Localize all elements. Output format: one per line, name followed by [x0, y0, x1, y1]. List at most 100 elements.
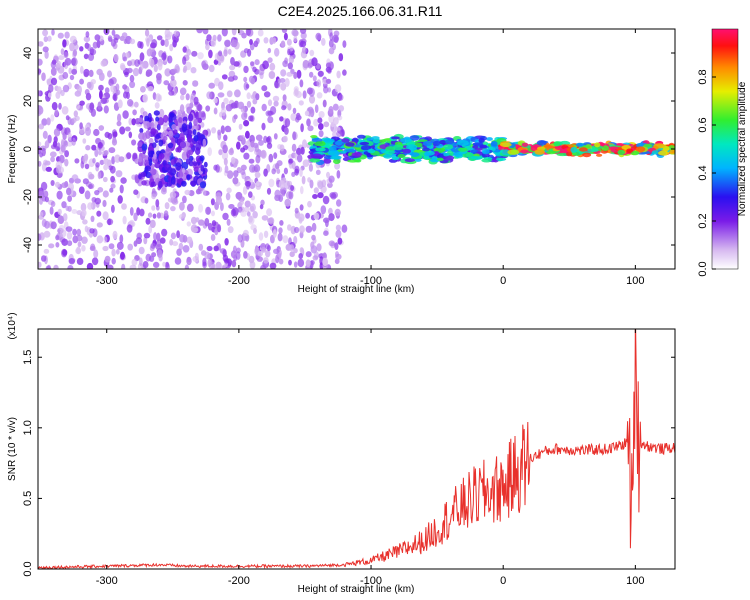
spectrogram-cell — [55, 242, 60, 248]
spectrogram-cell — [64, 31, 70, 39]
colorbar-gradient — [711, 28, 739, 270]
spectrogram-cell — [436, 157, 444, 161]
y-tick-label: 0 — [22, 146, 34, 152]
spectrogram-cell — [75, 234, 83, 242]
spectrogram-cell — [211, 127, 217, 134]
spectrogram-cell — [215, 261, 222, 269]
spectrogram-cell — [220, 125, 225, 134]
spectrogram-cell — [151, 252, 157, 258]
spectrogram-cell — [254, 171, 261, 178]
spectrogram-cell — [247, 48, 252, 57]
spectrogram-cell — [211, 210, 215, 217]
spectrogram-cell — [120, 177, 127, 184]
spectrogram-cell — [143, 236, 148, 245]
spectrogram-cell — [406, 144, 418, 150]
spectrogram-cell — [323, 121, 330, 128]
spectrogram-cell — [261, 122, 266, 131]
spectrogram-cell — [103, 150, 109, 156]
spectrogram-cell — [64, 158, 69, 167]
spectrogram-cell — [534, 149, 545, 155]
spectrogram-cell — [102, 211, 109, 221]
spectrogram-cell — [307, 62, 313, 69]
spectrogram-cell — [158, 254, 163, 262]
spectrogram-cell — [112, 94, 117, 101]
spectrogram-cell — [44, 160, 51, 166]
spectrogram-cell — [193, 96, 199, 105]
spectrogram-cell — [140, 61, 145, 71]
spectrogram-cell — [323, 155, 333, 160]
spectrogram-cell — [277, 78, 282, 84]
spectrogram-cell — [98, 125, 105, 131]
spectrogram-cell — [596, 153, 603, 157]
spectrogram-cell — [249, 203, 256, 212]
spectrogram-cell — [98, 70, 103, 77]
spectrogram-cell — [267, 116, 274, 124]
spectrogram-cell — [263, 37, 269, 44]
spectrogram-cell — [309, 71, 314, 78]
spectrogram-cell — [299, 204, 304, 211]
spectrogram-cell — [292, 131, 297, 141]
spectrogram-cell — [133, 189, 139, 195]
spectrogram-cell — [69, 74, 75, 81]
snr-background — [38, 329, 675, 569]
spectrogram-cell — [336, 130, 342, 138]
spectrogram-cell — [122, 56, 128, 62]
spectrogram-cell — [66, 187, 72, 196]
spectrogram-cell — [273, 133, 278, 140]
spectrogram-cell — [117, 195, 123, 204]
spectrogram-cell — [147, 212, 153, 218]
spectrogram-cell — [163, 114, 169, 123]
spectrogram-cell — [86, 81, 92, 89]
spectrogram-cell — [202, 189, 207, 196]
spectrogram-cell — [178, 242, 184, 251]
spectrogram-cell — [158, 139, 164, 147]
spectrogram-cell — [273, 152, 278, 160]
spectrogram-cell — [287, 48, 291, 56]
spectrogram-cell — [281, 29, 288, 34]
spectrogram-cell — [53, 264, 59, 269]
spectrogram-cell — [328, 213, 335, 222]
spectrogram-cell — [207, 222, 213, 231]
spectrogram-cell — [442, 155, 455, 161]
spectrogram-cell — [174, 257, 182, 265]
spectrogram-cell — [335, 229, 342, 238]
spectrogram-cell — [47, 134, 52, 144]
spectrogram-cell — [243, 251, 248, 259]
spectrogram-cell — [94, 197, 101, 205]
spectrogram-cell — [384, 150, 396, 155]
spectrogram-cell — [237, 234, 243, 243]
spectrogram-cell — [299, 40, 307, 48]
spectrogram-cell — [257, 29, 264, 37]
spectrogram-cell — [255, 180, 260, 187]
spectrogram-cell — [131, 139, 137, 146]
spectrogram-cell — [192, 129, 197, 136]
y-tick-label: 1.5 — [22, 350, 34, 365]
spectrogram-cell — [499, 142, 512, 148]
spectrogram-cell — [255, 93, 260, 101]
spectrogram-cell — [96, 222, 103, 228]
spectrogram-cell — [62, 71, 69, 80]
spectrogram-cell — [129, 74, 135, 83]
spectrogram-cell — [129, 38, 136, 45]
spectrogram-cell — [249, 134, 255, 144]
spectrogram-cell — [142, 94, 148, 103]
spectrogram-cell — [72, 117, 77, 123]
spectrogram-cell — [79, 78, 84, 85]
spectrogram-cell — [314, 104, 319, 113]
spectrogram-cell — [144, 197, 149, 204]
spectrogram-cell — [148, 158, 153, 166]
spectrogram-cell — [291, 29, 299, 37]
spectrogram-cell — [133, 240, 138, 247]
spectrogram-cell — [200, 164, 205, 172]
spectrogram-cell — [185, 158, 191, 165]
spectrogram-cell — [119, 184, 124, 194]
spectrogram-cell — [129, 81, 136, 89]
spectrogram-cell — [186, 203, 194, 212]
spectrogram-cell — [172, 129, 178, 135]
spectrogram-cell — [282, 135, 288, 143]
spectrogram-cell — [297, 258, 305, 268]
spectrogram-cell — [64, 57, 72, 66]
spectrogram-cell — [282, 60, 288, 68]
spectrogram-cell — [201, 112, 206, 121]
spectrogram-cell — [94, 148, 99, 158]
